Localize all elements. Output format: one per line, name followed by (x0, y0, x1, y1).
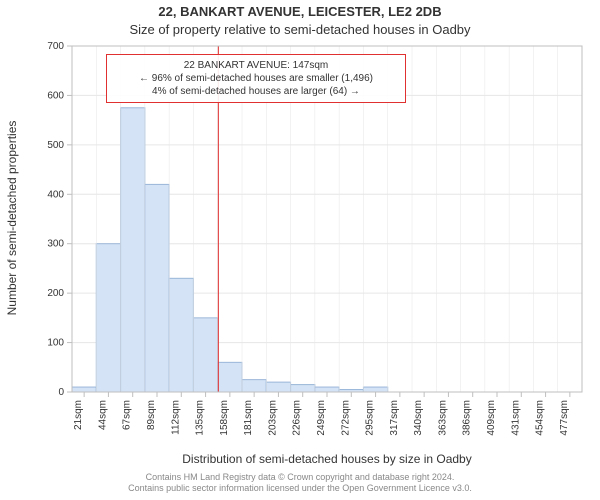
svg-text:600: 600 (47, 90, 64, 101)
y-axis-label: Number of semi-detached properties (5, 45, 19, 391)
chart-title-line2: Size of property relative to semi-detach… (0, 22, 600, 37)
chart-container: 22, BANKART AVENUE, LEICESTER, LE2 2DB S… (0, 0, 600, 500)
histogram-bar (218, 362, 242, 392)
svg-text:21sqm: 21sqm (73, 400, 84, 430)
svg-text:158sqm: 158sqm (219, 400, 230, 436)
x-axis-label: Distribution of semi-detached houses by … (72, 452, 582, 466)
histogram-bar (96, 244, 120, 392)
svg-text:317sqm: 317sqm (389, 400, 400, 436)
histogram-bar (315, 387, 339, 392)
svg-text:226sqm: 226sqm (292, 400, 303, 436)
histogram-bar (266, 382, 290, 392)
svg-text:477sqm: 477sqm (559, 400, 570, 436)
svg-text:203sqm: 203sqm (267, 400, 278, 436)
histogram-bar (363, 387, 387, 392)
info-line-2: ← 96% of semi-detached houses are smalle… (113, 72, 399, 85)
svg-text:181sqm: 181sqm (243, 400, 254, 436)
svg-text:249sqm: 249sqm (316, 400, 327, 436)
svg-text:89sqm: 89sqm (146, 400, 157, 430)
histogram-bar (145, 184, 169, 392)
svg-text:0: 0 (58, 387, 64, 398)
svg-text:135sqm: 135sqm (195, 400, 206, 436)
svg-text:409sqm: 409sqm (486, 400, 497, 436)
info-line-1: 22 BANKART AVENUE: 147sqm (113, 59, 399, 72)
svg-text:386sqm: 386sqm (462, 400, 473, 436)
histogram-bar (72, 387, 96, 392)
footer-notice: Contains HM Land Registry data © Crown c… (0, 472, 600, 495)
svg-text:300: 300 (47, 239, 64, 250)
svg-text:112sqm: 112sqm (170, 400, 181, 435)
histogram-bar (242, 380, 266, 392)
svg-text:340sqm: 340sqm (413, 400, 424, 436)
svg-text:454sqm: 454sqm (535, 400, 546, 436)
svg-text:100: 100 (47, 338, 64, 349)
info-line-3: 4% of semi-detached houses are larger (6… (113, 85, 399, 98)
histogram-bar (291, 385, 315, 392)
svg-text:431sqm: 431sqm (510, 400, 521, 436)
svg-text:700: 700 (47, 41, 64, 52)
svg-text:272sqm: 272sqm (340, 400, 351, 436)
footer-line-2: Contains public sector information licen… (0, 483, 600, 494)
svg-text:363sqm: 363sqm (437, 400, 448, 436)
svg-text:500: 500 (47, 140, 64, 151)
svg-text:44sqm: 44sqm (97, 400, 108, 430)
svg-text:200: 200 (47, 288, 64, 299)
chart-title-line1: 22, BANKART AVENUE, LEICESTER, LE2 2DB (0, 4, 600, 19)
histogram-bar (121, 108, 145, 392)
histogram-bar (193, 318, 217, 392)
property-info-box: 22 BANKART AVENUE: 147sqm ← 96% of semi-… (106, 54, 406, 103)
svg-text:67sqm: 67sqm (122, 400, 133, 430)
svg-text:295sqm: 295sqm (365, 400, 376, 436)
svg-text:400: 400 (47, 189, 64, 200)
histogram-bar (169, 278, 193, 392)
footer-line-1: Contains HM Land Registry data © Crown c… (0, 472, 600, 483)
